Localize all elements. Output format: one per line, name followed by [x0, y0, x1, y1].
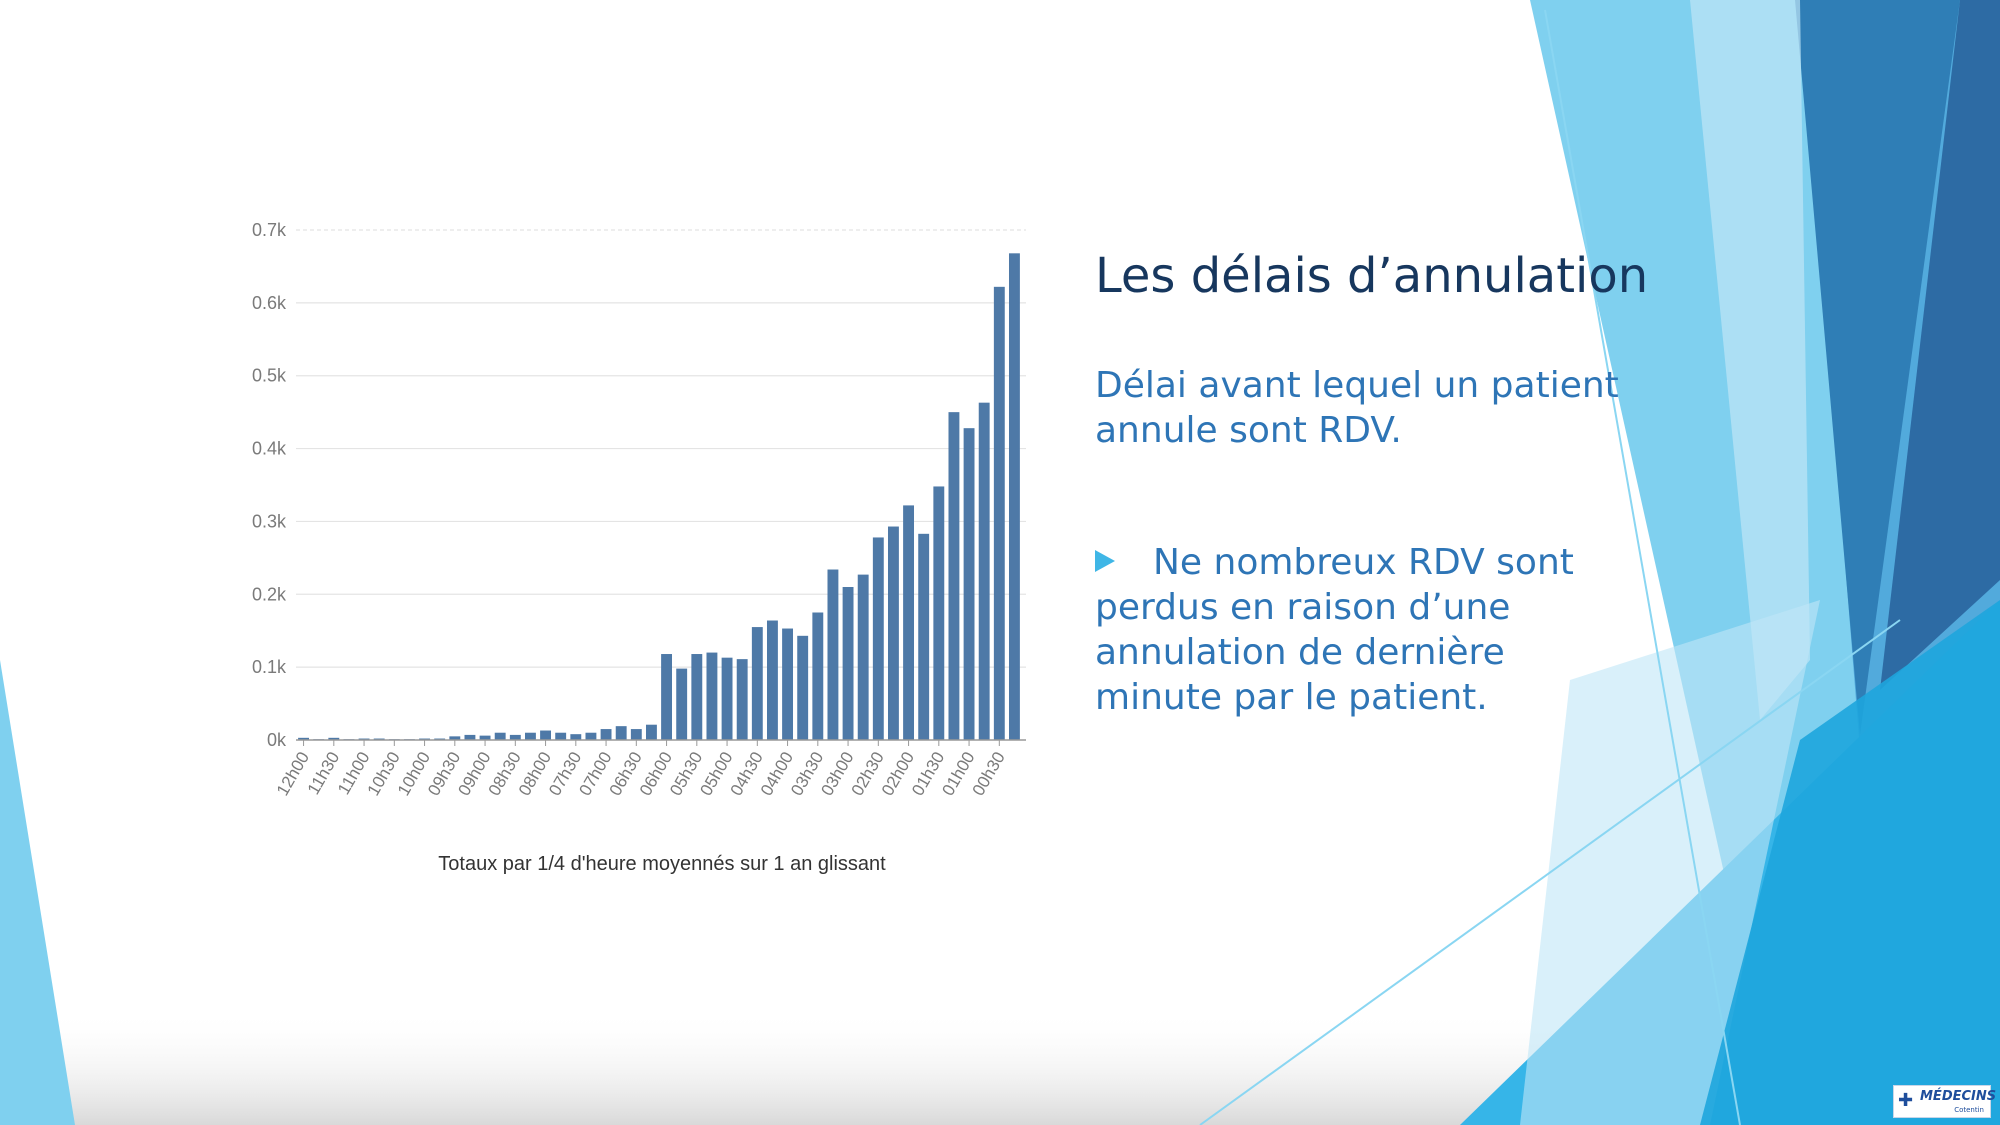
bar — [797, 635, 809, 740]
bar — [903, 505, 915, 740]
bar — [857, 574, 869, 740]
logo-subtext: Cotentin — [1954, 1106, 1984, 1114]
bar — [600, 729, 612, 740]
bar — [963, 428, 975, 740]
bar — [494, 732, 506, 740]
medecins-cross-icon: ✚ — [1898, 1090, 1914, 1111]
bar — [1008, 253, 1020, 741]
bar — [993, 286, 1005, 740]
bullet-text: Ne nombreux RDV sont perdus en raison d’… — [1095, 542, 1574, 718]
logo-name: MÉDECINS — [1920, 1089, 1997, 1104]
bar — [479, 735, 491, 740]
bar — [842, 587, 854, 740]
bar — [918, 533, 930, 740]
bar — [812, 612, 824, 740]
y-tick-label: 0.2k — [252, 584, 287, 604]
bar — [509, 734, 521, 740]
bar — [464, 734, 476, 740]
bar — [872, 537, 884, 740]
x-axis-label: Totaux par 1/4 d'heure moyennés sur 1 an… — [438, 853, 886, 875]
y-tick-label: 0.3k — [252, 511, 287, 531]
medecins-logo: ✚ MÉDECINS Cotentin — [1893, 1085, 1996, 1118]
bar — [933, 486, 945, 740]
bar — [676, 668, 688, 740]
bar — [782, 628, 794, 740]
bar — [827, 569, 839, 740]
y-tick-label: 0k — [267, 730, 287, 750]
bar — [645, 724, 657, 740]
bar — [585, 732, 597, 740]
y-tick-label: 0.6k — [252, 293, 287, 313]
bar — [630, 729, 642, 740]
bar — [948, 412, 960, 740]
bar-chart: 0k0.1k0.2k0.3k0.4k0.5k0.6k0.7k12h0011h30… — [252, 220, 1026, 875]
bar — [736, 659, 748, 740]
bar — [706, 652, 718, 740]
slide-title: Les délais d’annulation — [1095, 248, 1649, 304]
bar — [449, 736, 461, 740]
bullet-point: Ne nombreux RDV sont perdus en raison d’… — [1095, 540, 1635, 720]
bar — [691, 654, 703, 740]
bar — [615, 726, 627, 740]
y-tick-label: 0.5k — [252, 366, 287, 386]
triangle-bullet-icon — [1095, 550, 1115, 572]
bar — [328, 737, 340, 740]
bar — [540, 730, 552, 740]
y-tick-label: 0.1k — [252, 657, 287, 677]
bar — [766, 620, 778, 740]
bar — [887, 526, 899, 740]
x-tick-label: 12h00 — [273, 749, 313, 799]
y-tick-label: 0.4k — [252, 439, 287, 459]
bar — [524, 732, 536, 740]
bar — [661, 654, 673, 740]
y-tick-label: 0.7k — [252, 220, 287, 240]
bar — [978, 402, 990, 740]
bar — [751, 627, 763, 740]
slide-subtitle: Délai avant lequel un patient annule son… — [1095, 365, 1619, 451]
bar — [555, 732, 567, 740]
bar — [570, 734, 582, 740]
bar — [721, 657, 733, 740]
bar — [298, 737, 310, 740]
